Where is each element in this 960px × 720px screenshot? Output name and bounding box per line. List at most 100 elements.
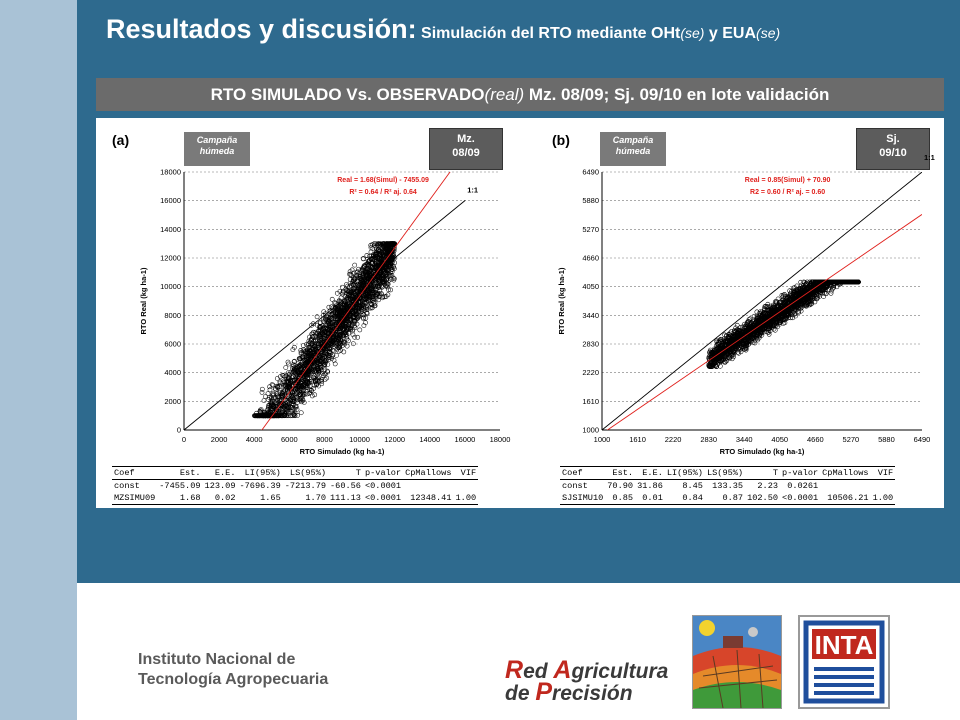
- title-sub-b: y EUA: [704, 25, 757, 42]
- chart-0-point: [378, 251, 383, 257]
- chart-0-point: [259, 390, 265, 395]
- chart-0-r2: R² = 0.64 / R² aj. 0.64: [349, 189, 417, 196]
- chart-0-point: [389, 269, 395, 275]
- chart-0-point: [380, 294, 386, 300]
- chart-0-point: [338, 299, 344, 305]
- chart-0-point: [269, 382, 275, 387]
- chart-1-ylabel: RTO Real (kg ha-1): [557, 267, 566, 334]
- chart-0-point: [337, 289, 343, 294]
- chart-0-xtick-8: 16000: [454, 435, 475, 444]
- chart-0-point: [368, 260, 374, 265]
- chart-0-point: [368, 278, 373, 284]
- chart-0-point: [268, 410, 274, 415]
- chart-1-xtick-0: 1000: [594, 435, 611, 444]
- chart-0-point: [381, 252, 386, 258]
- chart-0-point: [295, 397, 300, 403]
- chart-0-point: [320, 326, 326, 332]
- chart-0-point: [319, 336, 325, 342]
- chart-0-point: [370, 305, 375, 310]
- chart-0-point: [301, 388, 306, 394]
- chart-0-point: [330, 324, 335, 329]
- chart-0-point: [386, 287, 391, 293]
- chart-0-point: [322, 349, 328, 355]
- chart-0-point: [318, 341, 324, 346]
- chart-1-ytick-6: 4660: [582, 254, 599, 263]
- chart-0-point: [274, 384, 280, 389]
- chart-1-point: [830, 286, 835, 292]
- chart-0-point: [381, 244, 387, 250]
- chart-0-point: [319, 367, 324, 373]
- chart-1-point: [809, 296, 815, 301]
- chart-0-point: [352, 323, 357, 329]
- chart-0-point: [352, 276, 358, 282]
- chart-1-point: [812, 299, 818, 305]
- chart-1-point: [738, 346, 744, 352]
- chart-1-point: [759, 330, 765, 336]
- chart-0-point: [322, 377, 328, 382]
- chart-0-point: [341, 340, 346, 345]
- chart-0-point: [344, 336, 350, 342]
- chart-0-point: [350, 303, 355, 308]
- chart-0-xlabel: RTO Simulado (kg ha-1): [300, 447, 385, 456]
- chart-1-point: [809, 295, 815, 300]
- chart-0-point: [266, 403, 271, 408]
- chart-0-point: [334, 343, 340, 349]
- chart-1-point: [743, 345, 749, 351]
- chart-0-point: [303, 373, 309, 379]
- chart-0-point: [329, 343, 334, 349]
- chart-0-point: [320, 312, 326, 318]
- chart-1-ytick-9: 6490: [582, 168, 599, 177]
- chart-0-point: [332, 320, 338, 325]
- chart-0-ytick-5: 10000: [160, 282, 181, 291]
- chart-1-xtick-8: 5880: [878, 435, 895, 444]
- chart-0-point: [368, 268, 373, 274]
- chart-0-point: [319, 353, 325, 359]
- chart-0-point: [358, 268, 364, 273]
- chart-0-point: [276, 411, 282, 417]
- chart-0-point: [376, 283, 382, 289]
- chart-b-crop-tag-line1: Sj.: [886, 133, 900, 145]
- chart-0-point: [315, 342, 321, 348]
- chart-1-ytick-8: 5880: [582, 196, 599, 205]
- chart-0-point: [321, 309, 327, 315]
- chart-0-point: [316, 328, 321, 334]
- chart-0-point: [300, 354, 306, 360]
- chart-0-point: [307, 391, 312, 396]
- chart-0-point: [341, 326, 346, 331]
- chart-0-point: [387, 272, 392, 278]
- chart-1-point: [706, 354, 712, 360]
- chart-0-point: [385, 273, 391, 279]
- chart-0-point: [361, 264, 367, 269]
- chart-0-point: [328, 312, 333, 318]
- chart-0-point: [389, 256, 395, 262]
- chart-0-point: [316, 359, 321, 365]
- chart-0-xtick-5: 10000: [349, 435, 370, 444]
- chart-0-point: [363, 303, 369, 309]
- chart-1-point: [807, 299, 813, 304]
- chart-1-xtick-3: 2830: [700, 435, 717, 444]
- chart-0-point: [321, 354, 327, 359]
- chart-0-point: [290, 366, 295, 371]
- chart-0-point: [339, 309, 345, 315]
- chart-1-point: [740, 346, 746, 352]
- chart-0-point: [370, 264, 375, 270]
- chart-0-point: [380, 275, 386, 281]
- chart-0-point: [292, 368, 298, 374]
- chart-0-point: [360, 288, 365, 294]
- chart-0-point: [265, 391, 271, 396]
- chart-0-xtick-4: 8000: [316, 435, 333, 444]
- chart-1-point: [724, 358, 730, 364]
- chart-0-point: [298, 348, 304, 353]
- chart-a-season-tag: Campaña húmeda: [184, 132, 250, 166]
- chart-0-point: [329, 296, 335, 302]
- title-sub-se1: (se): [680, 25, 705, 41]
- chart-0-point: [286, 372, 292, 377]
- chart-0-point: [372, 243, 377, 248]
- chart-0-point: [254, 413, 260, 419]
- chart-a-season-tag-line1: Campaña: [196, 135, 238, 145]
- chart-0-point: [373, 270, 379, 276]
- chart-0-point: [299, 383, 304, 389]
- chart-1-ytick-3: 2830: [582, 340, 599, 349]
- chart-0-point: [294, 395, 300, 401]
- chart-0-point: [274, 407, 279, 412]
